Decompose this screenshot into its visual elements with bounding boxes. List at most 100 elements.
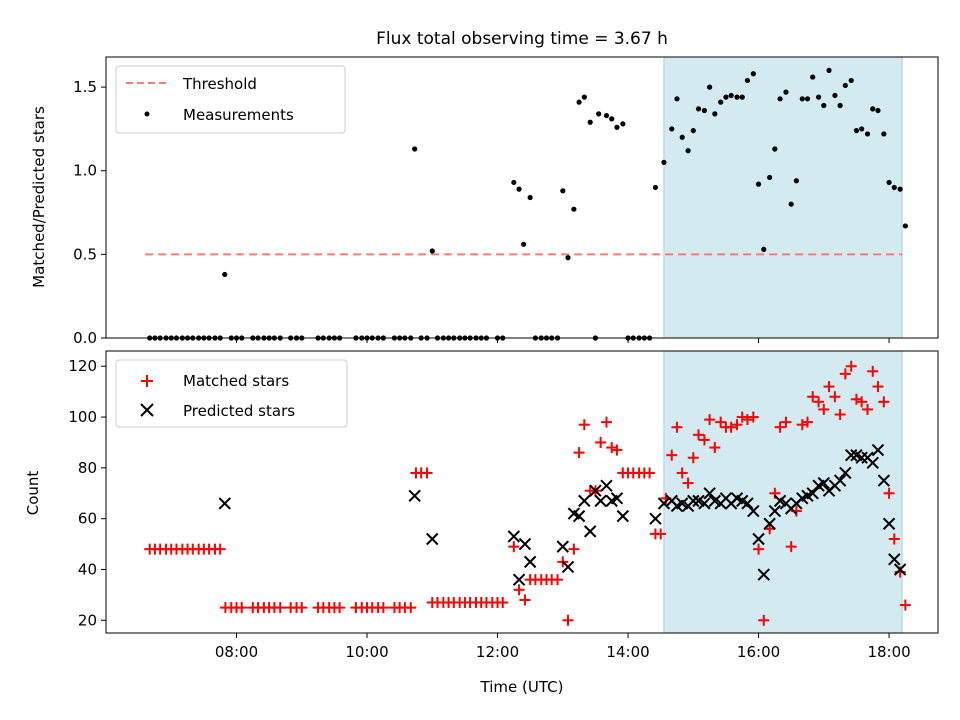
- matched-star-point: [813, 396, 825, 408]
- predicted-star-point: [657, 497, 671, 510]
- bottom-axes-frame: [105, 350, 939, 634]
- measurement-point: [695, 106, 702, 112]
- y-tick-label: 20: [78, 611, 97, 629]
- measurement-point: [620, 121, 626, 127]
- measurement-point: [788, 201, 794, 207]
- matched-star-point: [715, 416, 727, 428]
- matched-star-point: [829, 391, 841, 403]
- measurement-point: [690, 127, 696, 134]
- observing-window-span: [663, 350, 903, 634]
- measurement-point: [412, 146, 418, 152]
- legend-matched-swatch: [141, 375, 153, 387]
- matched-star-point: [731, 419, 743, 431]
- observing-window-span: [663, 56, 903, 339]
- measurement-point: [652, 184, 659, 191]
- predicted-star-point: [871, 443, 885, 457]
- predicted-star-point: [833, 474, 847, 487]
- measurement-point: [875, 107, 881, 114]
- matched-star-point: [856, 396, 868, 408]
- measurement-point: [897, 186, 903, 192]
- measurement-point: [734, 94, 740, 100]
- measurement-point: [511, 179, 517, 186]
- measurement-point: [744, 77, 751, 84]
- predicted-star-point: [687, 494, 700, 508]
- matched-star-point: [823, 381, 835, 393]
- matched-star-point: [834, 409, 846, 421]
- matched-star-point: [687, 452, 699, 464]
- x-axis-label: Time (UTC): [480, 678, 564, 696]
- chart-title: Flux total observing time = 3.67 h: [376, 29, 668, 49]
- legend-measurements-label: Measurements: [183, 106, 294, 124]
- measurement-point: [832, 92, 838, 99]
- legend-measurements-swatch: [144, 111, 150, 117]
- predicted-star-point: [741, 497, 754, 510]
- matched-star-point: [671, 421, 683, 433]
- measurement-point: [761, 246, 767, 252]
- measurement-point: [859, 126, 865, 132]
- measurement-point: [837, 102, 843, 109]
- predicted-star-point: [882, 517, 896, 530]
- measurement-point: [772, 146, 778, 152]
- y-tick-label: 1.5: [73, 78, 97, 96]
- measurement-point: [571, 206, 577, 212]
- matched-star-point: [839, 368, 851, 380]
- measurement-point: [826, 67, 832, 73]
- matched-star-point: [676, 467, 688, 479]
- predicted-star-point: [757, 568, 770, 581]
- matched-star-point: [601, 416, 613, 428]
- measurement-point: [723, 94, 729, 100]
- predicted-star-point: [218, 497, 231, 510]
- matched-star-point: [519, 594, 531, 606]
- measurement-point: [848, 77, 854, 84]
- matched-star-point: [508, 541, 520, 553]
- x-tick-label: 16:00: [737, 643, 780, 661]
- measurement-point: [707, 84, 713, 90]
- matched-star-point: [758, 614, 770, 626]
- predicted-star-point: [752, 532, 765, 546]
- measurement-point: [429, 248, 435, 254]
- matched-star-point: [606, 442, 618, 454]
- measurement-point: [596, 111, 602, 117]
- measurement-point: [728, 92, 734, 99]
- measurement-point: [222, 271, 228, 278]
- measurement-point: [603, 112, 610, 119]
- predicted-star-point: [845, 448, 858, 462]
- y-tick-label: 120: [68, 357, 97, 375]
- matched-star-point: [236, 602, 248, 614]
- predicted-star-point: [703, 487, 716, 500]
- matched-star-point: [611, 444, 623, 456]
- predicted-star-point: [855, 451, 868, 464]
- predicted-star-point: [698, 497, 711, 510]
- matched-star-point: [655, 528, 667, 540]
- y-tick-label: 100: [68, 408, 97, 426]
- measurement-point: [587, 119, 593, 125]
- matched-star-point: [274, 602, 286, 614]
- y-tick-label: 80: [78, 459, 97, 477]
- top-legend: Threshold Measurements: [115, 65, 346, 134]
- predicted-star-point: [817, 476, 831, 490]
- measurement-point: [881, 131, 887, 137]
- matched-star-point: [818, 403, 830, 415]
- y-tick-label: 0.0: [73, 329, 97, 347]
- measurement-point: [853, 127, 860, 134]
- measurement-point: [565, 255, 571, 261]
- matched-star-point: [899, 599, 911, 611]
- predicted-star-point: [583, 525, 597, 538]
- measurement-point: [614, 124, 620, 130]
- predicted-star-point: [426, 532, 439, 546]
- predicted-star-point: [877, 474, 891, 487]
- matched-star-point: [780, 416, 792, 428]
- x-tick-label: 10:00: [345, 643, 388, 661]
- predicted-star-point: [518, 537, 532, 551]
- matched-star-point: [764, 523, 776, 535]
- legend-predicted-label: Predicted stars: [183, 402, 295, 420]
- predicted-star-point: [578, 494, 591, 508]
- measurement-point: [902, 223, 908, 229]
- matched-star-point: [644, 467, 656, 479]
- measurement-point: [576, 99, 582, 105]
- bottom-y-axis-label: Count: [24, 471, 42, 516]
- matched-star-point: [405, 602, 417, 614]
- measurement-point: [685, 148, 691, 154]
- legend-matched-label: Matched stars: [183, 372, 289, 390]
- top-axes: 0.0 0.5 1.0 1.5 Matched/Predicted stars Thr…: [30, 56, 939, 347]
